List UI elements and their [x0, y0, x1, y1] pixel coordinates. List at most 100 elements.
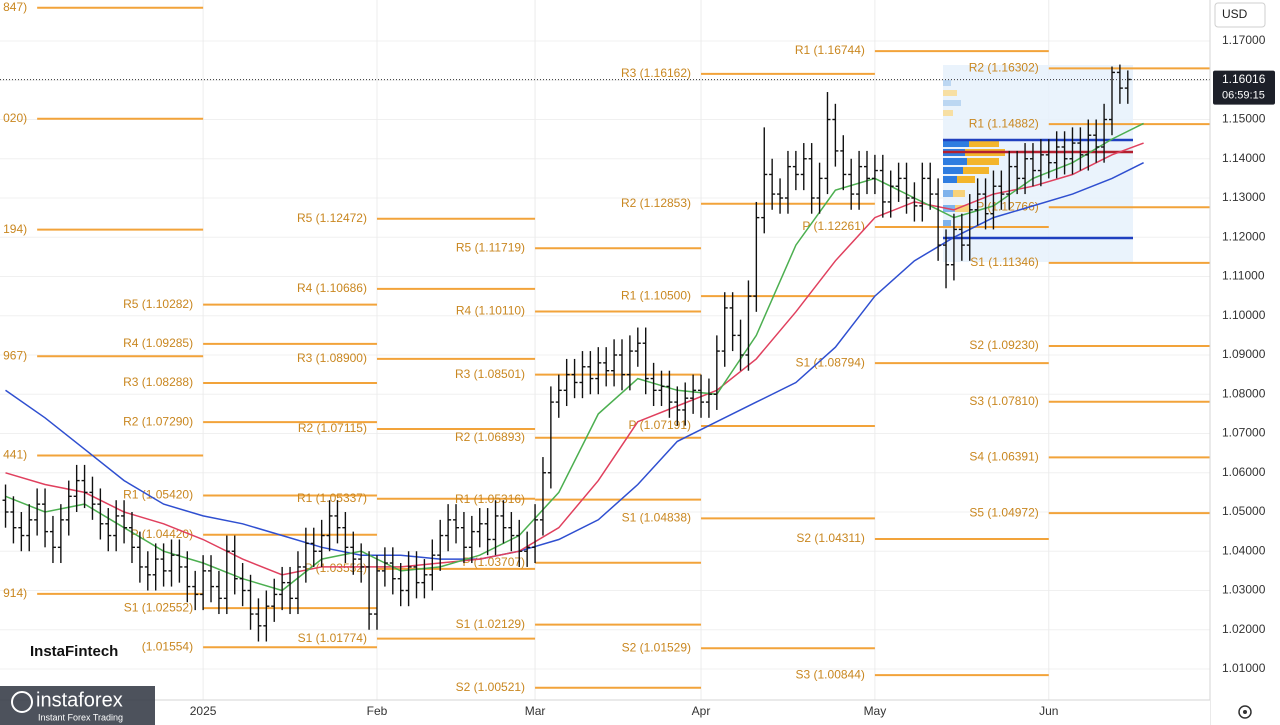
pivot-label: P (1.07191): [629, 418, 692, 432]
pivot-label: S1 (1.02129): [456, 617, 525, 631]
pivot-label: R3 (1.08900): [297, 351, 367, 365]
moving-averages: [5, 122, 1144, 592]
pivot-label: R5 (1.11719): [456, 240, 525, 254]
pivot-label: R2 (1.07115): [298, 421, 367, 435]
profile-bar: [943, 100, 961, 106]
y-tick-label: 1.06000: [1222, 465, 1266, 479]
y-tick-label: 1.01000: [1222, 661, 1266, 675]
profile-bar: [955, 205, 969, 212]
pivot-label: R2 (1.16302): [969, 61, 1039, 75]
pivot-label: S1 (1.11346): [970, 255, 1039, 269]
profile-bar: [943, 80, 951, 86]
pivot-label: 020): [3, 111, 27, 125]
profile-bar: [943, 176, 957, 183]
instaforex-logo: instaforex: [36, 689, 123, 711]
instaforex-tagline: Instant Forex Trading: [38, 712, 123, 722]
x-tick-label: Feb: [367, 704, 388, 718]
moving-average-line: [5, 142, 1144, 576]
time-axis: 2025 Feb Mar Apr May Jun: [190, 704, 1059, 718]
profile-bar: [943, 190, 953, 197]
y-tick-label: 1.11000: [1222, 269, 1265, 283]
price-bars: [2, 64, 1131, 642]
settings-dot[interactable]: [1243, 710, 1247, 714]
settings-ring[interactable]: [1238, 705, 1252, 719]
time-axis-panel: [0, 700, 1210, 725]
countdown-label: 06:59:15: [1222, 90, 1265, 102]
moving-average-line: [5, 122, 1144, 592]
pivot-label: R1 (1.05337): [297, 491, 367, 505]
pivot-label: S2 (1.01529): [622, 640, 691, 654]
profile-bar: [943, 110, 953, 116]
pivot-label: P (1.12766): [976, 199, 1039, 213]
y-tick-label: 1.13000: [1222, 190, 1266, 204]
pivot-label: S3 (1.00844): [796, 667, 865, 681]
pivot-label: R2 (1.06893): [455, 430, 525, 444]
last-price-label: 1.16016: [1222, 72, 1266, 86]
x-tick-label: Apr: [692, 704, 711, 718]
x-tick-label: Mar: [525, 704, 546, 718]
pivot-label: S1 (1.08794): [796, 355, 865, 369]
currency-button[interactable]: [1214, 2, 1266, 28]
y-tick-label: 1.07000: [1222, 426, 1266, 440]
pivot-label: S1 (1.02552): [124, 600, 193, 614]
pivot-label: R3 (1.08501): [455, 367, 525, 381]
pivot-levels: 847) 020) 194) 967) 441) 914) R5 (1.10282) R4 (…: [3, 0, 1210, 694]
price-axis: 1.01000 1.02000 1.03000 1.04000 1.05000 1.060…: [1222, 33, 1266, 675]
last-price-tag: [1213, 70, 1275, 105]
y-tick-label: 1.03000: [1222, 583, 1266, 597]
y-tick-label: 1.15000: [1222, 112, 1266, 126]
profile-bar: [943, 158, 967, 165]
pivot-label: R5 (1.12472): [297, 211, 367, 225]
x-tick-label: 2025: [190, 704, 217, 718]
pivot-label: R2 (1.12853): [621, 196, 691, 210]
pivot-label: 847): [3, 0, 27, 14]
y-tick-label: 1.17000: [1222, 33, 1266, 47]
pivot-label: 967): [3, 348, 27, 362]
pivot-label: S1 (1.01774): [298, 631, 367, 645]
pivot-label: P (1.03552): [304, 561, 367, 575]
y-tick-label: 1.14000: [1222, 151, 1266, 165]
pivot-label: S3 (1.07810): [969, 394, 1038, 408]
profile-bar: [943, 140, 969, 147]
x-tick-label: May: [864, 704, 887, 718]
y-tick-label: 1.10000: [1222, 308, 1266, 322]
pivot-label: 194): [3, 222, 27, 236]
moving-average-line: [5, 162, 1144, 560]
price-axis-panel: [1210, 0, 1280, 725]
pivot-label: 441): [3, 448, 27, 462]
y-tick-label: 1.02000: [1222, 622, 1266, 636]
pivot-label: R1 (1.16744): [795, 43, 865, 57]
pivot-label: R4 (1.09285): [123, 336, 193, 350]
pivot-label: R1 (1.05316): [455, 492, 525, 506]
profile-bar: [943, 220, 951, 227]
pivot-label: R5 (1.10282): [123, 297, 193, 311]
y-tick-label: 1.08000: [1222, 386, 1266, 400]
instafintech-logo: InstaFintech: [30, 643, 118, 660]
currency-label[interactable]: USD: [1222, 7, 1248, 21]
profile-bar: [943, 167, 963, 174]
pivot-label: 914): [3, 586, 27, 600]
y-tick-label: 1.09000: [1222, 347, 1266, 361]
profile-bar: [969, 140, 999, 147]
pivot-label: S2 (1.00521): [456, 680, 525, 694]
y-tick-label: 1.04000: [1222, 543, 1266, 557]
grid: [0, 0, 1210, 700]
pivot-label: R3 (1.08288): [123, 375, 193, 389]
pivot-label: R4 (1.10686): [297, 281, 367, 295]
x-tick-label: Jun: [1039, 704, 1058, 718]
pivot-label: S1 (1.04838): [622, 511, 691, 525]
pivot-label: R3 (1.16162): [621, 66, 691, 80]
pivot-label: P (1.04420): [131, 527, 194, 541]
instaforex-icon: [11, 691, 33, 713]
profile-bar: [943, 90, 957, 96]
y-tick-label: 1.05000: [1222, 504, 1266, 518]
volume-profile: [943, 65, 1133, 262]
pivot-label: P (1.12261): [802, 219, 865, 233]
pivot-label: R1 (1.10500): [621, 288, 691, 302]
profile-bar: [967, 158, 999, 165]
settings-icon[interactable]: [1238, 705, 1252, 719]
pivot-label: R1 (1.05420): [123, 488, 193, 502]
profile-bar: [957, 176, 975, 183]
